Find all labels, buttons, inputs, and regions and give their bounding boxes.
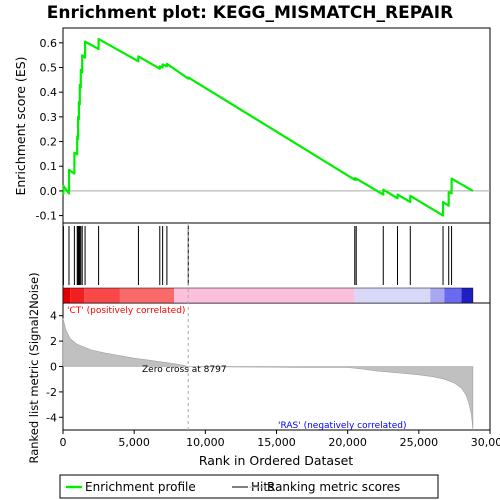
x-tick-label-0: 0	[60, 436, 67, 449]
negative-annotation: 'RAS' (negatively correlated)	[278, 421, 406, 431]
x-tick-label-2: 10,000	[186, 436, 225, 449]
legend-metric-label: Ranking metric scores	[267, 480, 400, 494]
legend-es-label: Enrichment profile	[85, 480, 196, 494]
axes-layer: -0.1 0.0 0.1 0.2 0.3 0.4 0.5 0.6 -4 -2 0 2 4 0 5,000 10…	[36, 37, 500, 449]
heat-segment-1	[70, 288, 85, 303]
heat-segment-3	[119, 288, 175, 303]
heat-layer	[62, 287, 474, 304]
heat-segment-8	[461, 288, 473, 303]
es-tick-label-2: 0.1	[40, 160, 58, 173]
positive-annotation: 'CT' (positively correlated)	[67, 306, 185, 316]
metric-area	[62, 318, 474, 431]
es-tick-label-6: 0.5	[40, 61, 58, 74]
heat-segment-2	[84, 288, 120, 303]
zero-cross-annotation: Zero cross at 8797	[142, 365, 227, 375]
chart-title: Enrichment plot: KEGG_MISMATCH_REPAIR	[47, 3, 453, 23]
metric-tick-label-4: 4	[50, 310, 57, 323]
x-axis-label: Rank in Ordered Dataset	[199, 453, 353, 468]
es-tick-label-5: 0.4	[40, 86, 58, 99]
x-tick-label-4: 20,000	[328, 436, 367, 449]
heat-segment-5	[354, 288, 431, 303]
es-panel	[62, 27, 491, 224]
heat-segment-7	[444, 288, 462, 303]
x-tick-label-5: 25,000	[400, 436, 439, 449]
es-layer	[61, 37, 490, 217]
metric-layer	[62, 223, 474, 431]
metric-tick-label-1: -2	[46, 386, 57, 399]
es-tick-label-3: 0.2	[40, 136, 58, 149]
es-axis-label: Enrichment score (ES)	[13, 56, 28, 195]
hits-layer	[62, 226, 453, 285]
heat-bar-frame	[62, 287, 474, 304]
es-tick-label-1: 0.0	[40, 185, 58, 198]
x-tick-label-3: 15,000	[257, 436, 296, 449]
metric-tick-label-3: 2	[50, 335, 57, 348]
es-profile-line	[61, 37, 474, 217]
es-tick-label-4: 0.3	[40, 111, 58, 124]
metric-tick-label-2: 0	[50, 361, 57, 374]
es-tick-label-0: -0.1	[36, 210, 57, 223]
heat-segment-6	[430, 288, 445, 303]
es-tick-label-7: 0.6	[40, 37, 58, 50]
heat-segment-0	[63, 288, 71, 303]
x-tick-label-1: 5,000	[118, 436, 150, 449]
heat-segment-4	[174, 288, 355, 303]
metric-tick-label-0: -4	[46, 411, 57, 424]
x-tick-label-6: 30,000	[471, 436, 500, 449]
metric-axis-label: Ranked list metric (Signal2Noise)	[27, 272, 41, 463]
